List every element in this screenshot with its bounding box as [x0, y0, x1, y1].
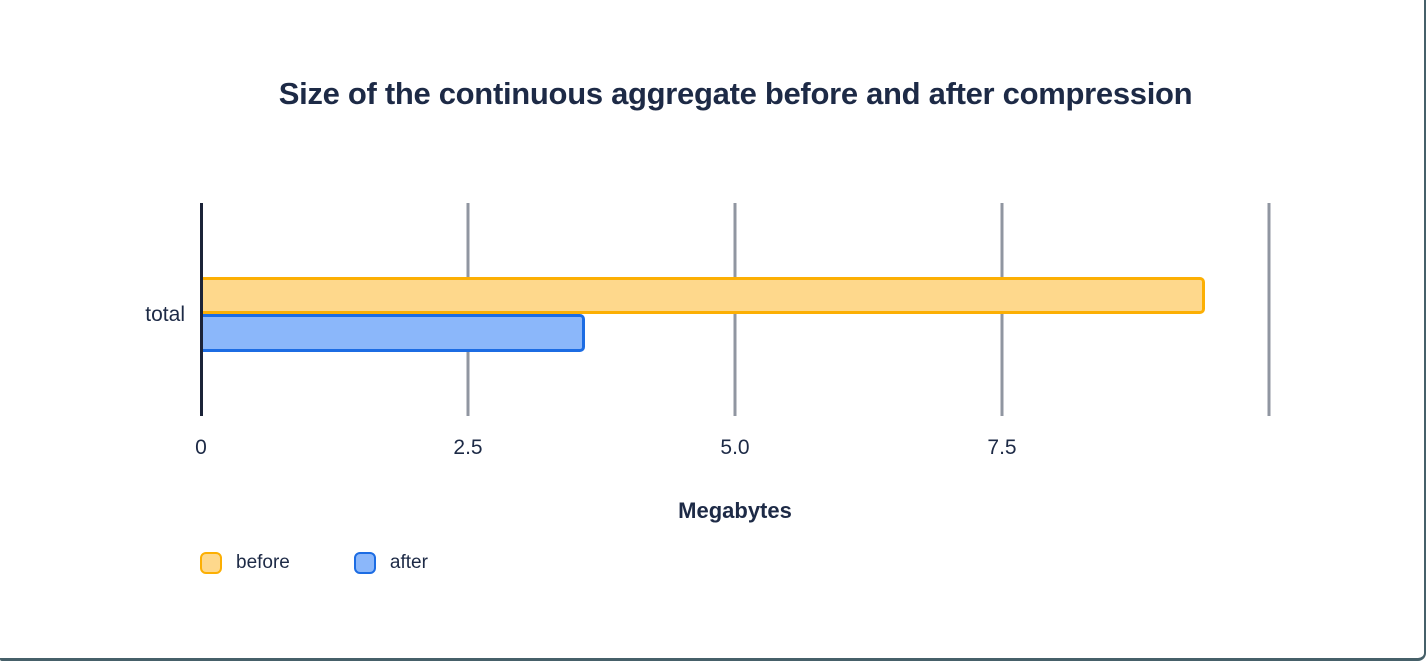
x-axis-title: Megabytes [678, 498, 792, 523]
legend-label: after [389, 552, 428, 573]
legend-label: before [236, 552, 290, 573]
legend: before after [200, 552, 428, 574]
chart-title: Size of the continuous aggregate before … [278, 76, 1193, 111]
bar-before [201, 277, 1205, 314]
x-tick-label: 7.5 [987, 436, 1017, 459]
gridline [1267, 203, 1271, 416]
legend-swatch-after [353, 552, 376, 574]
category-label: total [145, 303, 185, 326]
plot-area: total [145, 203, 1271, 416]
x-tick-label: 0 [195, 436, 207, 459]
x-tick-label: 2.5 [453, 436, 483, 459]
x-axis-tick-labels: 0 2.5 5.0 7.5 [195, 436, 1269, 464]
legend-item-after: after [353, 552, 428, 574]
y-axis-line [200, 203, 203, 416]
x-tick-label: 5.0 [720, 436, 750, 459]
legend-swatch-before [200, 552, 222, 574]
bar-after [201, 314, 586, 352]
legend-item-before: before [200, 552, 290, 574]
